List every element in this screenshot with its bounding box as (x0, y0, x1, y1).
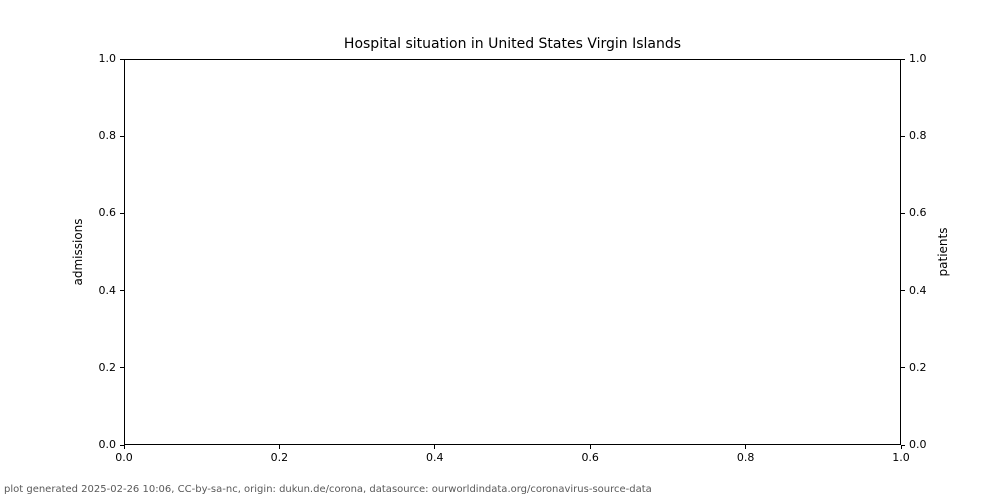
y-tick-label-right: 0.4 (909, 283, 927, 297)
footer-attribution: plot generated 2025-02-26 10:06, CC-by-s… (4, 484, 652, 495)
plot-area (124, 59, 901, 445)
y-tick-label-right: 0.0 (909, 438, 927, 451)
y-tick-right (901, 135, 905, 137)
x-tick-label: 1.0 (892, 451, 910, 464)
x-tick-label: 0.2 (270, 451, 289, 464)
y-tick-label-left: 1.0 (98, 52, 117, 65)
chart-title: Hospital situation in United States Virg… (343, 36, 682, 52)
x-tick (278, 445, 280, 449)
y-axis-label-right: patients (936, 227, 950, 277)
x-tick-label: 0.4 (426, 451, 444, 464)
x-tick-label: 0.8 (736, 451, 755, 464)
x-tick (434, 445, 436, 449)
y-tick-label-left: 0.0 (98, 438, 117, 451)
y-tick-left (120, 58, 124, 60)
x-tick (900, 445, 902, 449)
y-tick-label-right: 0.2 (909, 360, 927, 374)
x-tick-label: 0.0 (115, 451, 133, 464)
y-tick-label-right: 0.6 (909, 206, 927, 220)
y-tick-label-left: 0.8 (98, 129, 117, 143)
y-tick-left (120, 135, 124, 137)
y-tick-left (120, 212, 124, 214)
x-tick (589, 445, 591, 449)
y-tick-label-right: 0.8 (909, 129, 927, 143)
y-tick-label-left: 0.2 (98, 360, 117, 374)
x-tick (745, 445, 747, 449)
y-tick-left (120, 444, 124, 446)
y-tick-left (120, 290, 124, 292)
y-tick-right (901, 212, 905, 214)
y-tick-right (901, 290, 905, 292)
y-tick-label-left: 0.4 (98, 283, 117, 297)
y-tick-label-left: 0.6 (98, 206, 117, 220)
x-tick (123, 445, 125, 449)
y-tick-right (901, 444, 905, 446)
y-tick-label-right: 1.0 (909, 52, 927, 65)
y-tick-right (901, 367, 905, 369)
y-tick-right (901, 58, 905, 60)
x-tick-label: 0.6 (581, 451, 599, 464)
y-axis-label-left: admissions (71, 218, 85, 286)
y-tick-left (120, 367, 124, 369)
